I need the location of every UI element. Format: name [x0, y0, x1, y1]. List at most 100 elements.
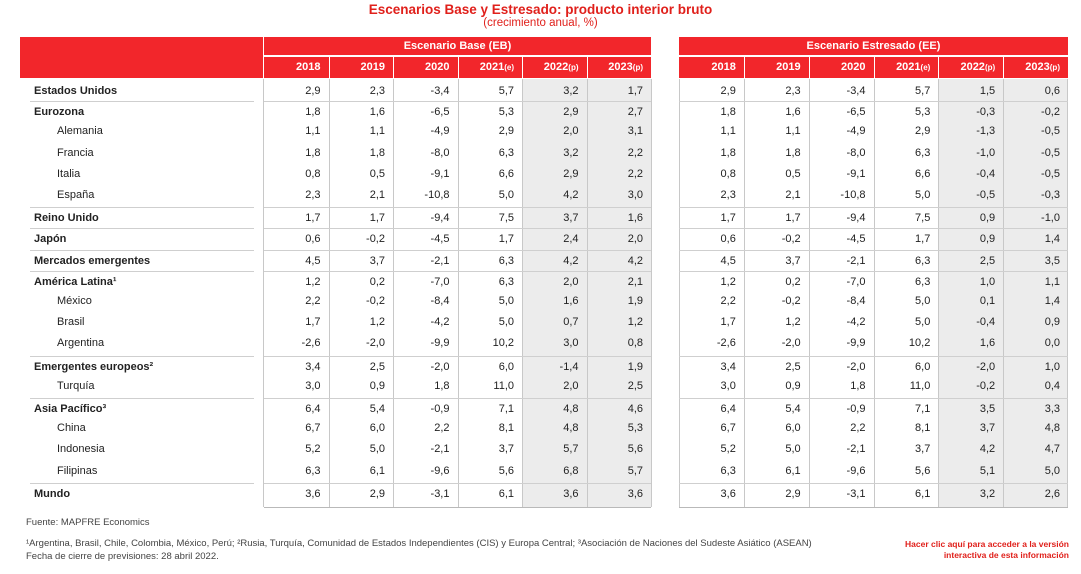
table-cell-ee: -2,1 [846, 254, 866, 267]
table-cell-ee: 5,1 [979, 464, 996, 477]
table-cell-eb: 1,7 [369, 212, 385, 225]
col-divider [328, 79, 330, 507]
table-cell-ee: -9,9 [846, 337, 866, 350]
table-cell-eb: 1,1 [305, 125, 321, 138]
table-cell-ee: 0,5 [785, 167, 801, 180]
col-divider [743, 79, 745, 507]
table-cell-ee: -3,1 [846, 487, 866, 500]
col-divider [1067, 79, 1068, 507]
row-separator [679, 355, 1068, 357]
table-cell-eb: 4,2 [563, 254, 579, 267]
table-cell-ee: -0,4 [976, 316, 996, 329]
header-sep [457, 57, 459, 78]
table-cell-ee: 3,7 [979, 422, 996, 435]
table-cell-ee: -0,3 [976, 106, 996, 119]
table-cell-eb: -3,1 [430, 487, 450, 500]
table-cell-ee: 4,8 [1044, 422, 1060, 435]
table-cell-eb: -4,2 [430, 316, 450, 329]
row-separator [30, 249, 254, 251]
row-label: Mundo [34, 487, 71, 500]
table-cell-ee: -9,4 [846, 212, 866, 225]
year-header-stress-2023: 2023(p) [1003, 57, 1060, 78]
table-cell-ee: -10,8 [840, 189, 866, 201]
table-cell-eb: 1,8 [434, 379, 450, 392]
table-cell-eb: 2,0 [563, 275, 579, 288]
table-cell-eb: 0,5 [369, 167, 385, 180]
table-cell-ee: 6,1 [915, 487, 931, 500]
table-cell-eb: 5,6 [627, 443, 643, 456]
table-cell-ee: 0,9 [785, 379, 801, 392]
row-label: España [57, 189, 95, 201]
table-cell-eb: 2,5 [627, 379, 643, 392]
table-cell-eb: 5,0 [369, 443, 385, 456]
table-cell-eb: 1,6 [563, 295, 579, 307]
year-suffix: (p) [632, 63, 643, 72]
table-cell-eb: 4,8 [563, 422, 579, 435]
header-sep [1003, 57, 1005, 78]
table-cell-eb: 10,2 [492, 337, 514, 350]
table-cell-ee: -0,2 [1041, 106, 1060, 119]
table-cell-eb: -2,1 [430, 443, 450, 456]
row-separator [679, 482, 1068, 484]
table-cell-eb: 3,7 [498, 443, 514, 456]
table-cell-eb: 2,0 [563, 125, 579, 138]
row-label: Emergentes europeos² [34, 360, 154, 373]
row-separator [30, 270, 254, 272]
table-cell-eb: 2,2 [627, 167, 643, 180]
table-cell-eb: 3,0 [563, 337, 579, 350]
row-separator [30, 355, 254, 357]
table-cell-ee: 6,3 [720, 464, 736, 477]
col-divider [679, 79, 680, 507]
row-separator [264, 101, 651, 103]
table-cell-eb: 6,8 [563, 464, 579, 477]
table-cell-ee: 1,2 [785, 316, 801, 329]
table-cell-ee: 3,0 [720, 379, 736, 392]
row-separator [264, 398, 651, 399]
year-header-stress-2019: 2019 [744, 57, 800, 78]
table-cell-ee: 5,6 [915, 464, 931, 477]
table-cell-ee: 1,7 [915, 233, 931, 246]
col-divider [1003, 79, 1005, 507]
table-cell-eb: 5,7 [498, 85, 514, 97]
row-label: Asia Pacífico³ [34, 403, 107, 415]
table-cell-ee: 0,2 [785, 275, 801, 288]
table-cell-ee: 0,0 [1044, 337, 1060, 350]
header-sep [586, 57, 588, 78]
interactive-version-link[interactable]: Hacer clic aquí para acceder a la versió… [869, 539, 1069, 561]
row-label: Mercados emergentes [34, 254, 151, 267]
row-separator [679, 101, 1068, 103]
table-cell-ee: 0,9 [1044, 316, 1060, 329]
table-cell-ee: 4,5 [720, 254, 736, 267]
table-cell-ee: -2,0 [976, 360, 996, 373]
table-cell-ee: 1,1 [720, 125, 736, 138]
table-cell-ee: 3,4 [720, 360, 736, 373]
table-cell-eb: 6,6 [498, 167, 514, 180]
table-cell-eb: 5,7 [563, 443, 579, 456]
table-cell-eb: 1,7 [627, 85, 643, 97]
table-bottom-border [264, 507, 651, 508]
table-cell-ee: -2,6 [716, 337, 736, 350]
table-cell-ee: 5,7 [915, 85, 931, 97]
table-cell-ee: -2,0 [846, 360, 866, 373]
table-cell-eb: 3,2 [563, 85, 579, 97]
year-suffix: (p) [1049, 63, 1060, 72]
table-cell-ee: -0,5 [1041, 146, 1060, 159]
year-label: 2023 [1025, 61, 1050, 73]
table-cell-ee: 5,0 [915, 295, 931, 307]
table-cell-eb: 2,9 [369, 487, 385, 500]
row-label: Turquía [57, 379, 95, 392]
table-cell-ee: 6,3 [915, 275, 931, 288]
row-separator [679, 270, 1068, 272]
table-cell-ee: 2,1 [785, 189, 801, 201]
table-cell-eb: -9,9 [430, 337, 450, 350]
row-separator [679, 398, 1068, 399]
row-label: Italia [57, 167, 81, 180]
row-label: Eurozona [34, 106, 85, 119]
table-cell-eb: 4,2 [627, 254, 643, 267]
table-cell-ee: 6,0 [915, 360, 931, 373]
table-cell-ee: 0,9 [979, 212, 996, 225]
header-sep [873, 57, 875, 78]
table-cell-eb: 4,5 [305, 254, 321, 267]
group-title-base: Escenario Base (EB) [403, 40, 512, 52]
year-label: 2018 [711, 61, 736, 73]
